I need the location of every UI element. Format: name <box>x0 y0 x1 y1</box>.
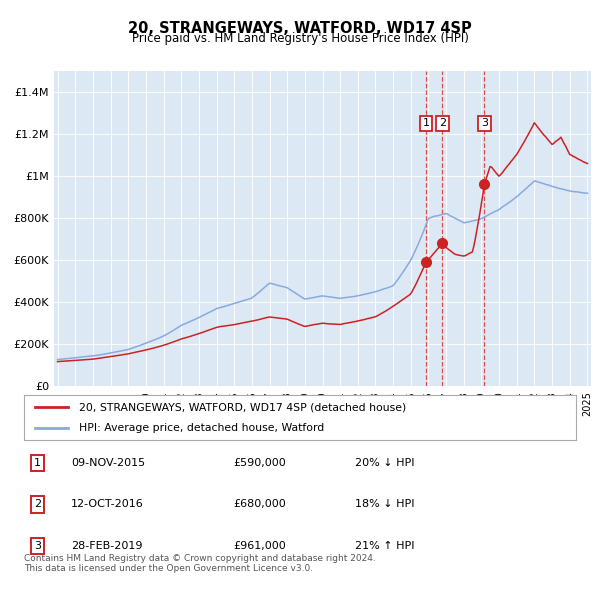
Text: 21% ↑ HPI: 21% ↑ HPI <box>355 541 415 550</box>
Text: £961,000: £961,000 <box>234 541 287 550</box>
Text: Price paid vs. HM Land Registry's House Price Index (HPI): Price paid vs. HM Land Registry's House … <box>131 32 469 45</box>
Text: 1: 1 <box>422 119 430 129</box>
Text: Contains HM Land Registry data © Crown copyright and database right 2024.
This d: Contains HM Land Registry data © Crown c… <box>24 554 376 573</box>
Text: 28-FEB-2019: 28-FEB-2019 <box>71 541 142 550</box>
Text: 18% ↓ HPI: 18% ↓ HPI <box>355 500 415 509</box>
Text: 09-NOV-2015: 09-NOV-2015 <box>71 458 145 468</box>
Text: 12-OCT-2016: 12-OCT-2016 <box>71 500 143 509</box>
Text: £590,000: £590,000 <box>234 458 287 468</box>
Text: 3: 3 <box>481 119 488 129</box>
Text: HPI: Average price, detached house, Watford: HPI: Average price, detached house, Watf… <box>79 422 325 432</box>
Text: 2: 2 <box>439 119 446 129</box>
Text: 20, STRANGEWAYS, WATFORD, WD17 4SP (detached house): 20, STRANGEWAYS, WATFORD, WD17 4SP (deta… <box>79 402 406 412</box>
Text: 20, STRANGEWAYS, WATFORD, WD17 4SP: 20, STRANGEWAYS, WATFORD, WD17 4SP <box>128 21 472 35</box>
Text: 20% ↓ HPI: 20% ↓ HPI <box>355 458 415 468</box>
Text: 2: 2 <box>34 500 41 509</box>
Text: £680,000: £680,000 <box>234 500 287 509</box>
Text: 1: 1 <box>34 458 41 468</box>
Text: 3: 3 <box>34 541 41 550</box>
